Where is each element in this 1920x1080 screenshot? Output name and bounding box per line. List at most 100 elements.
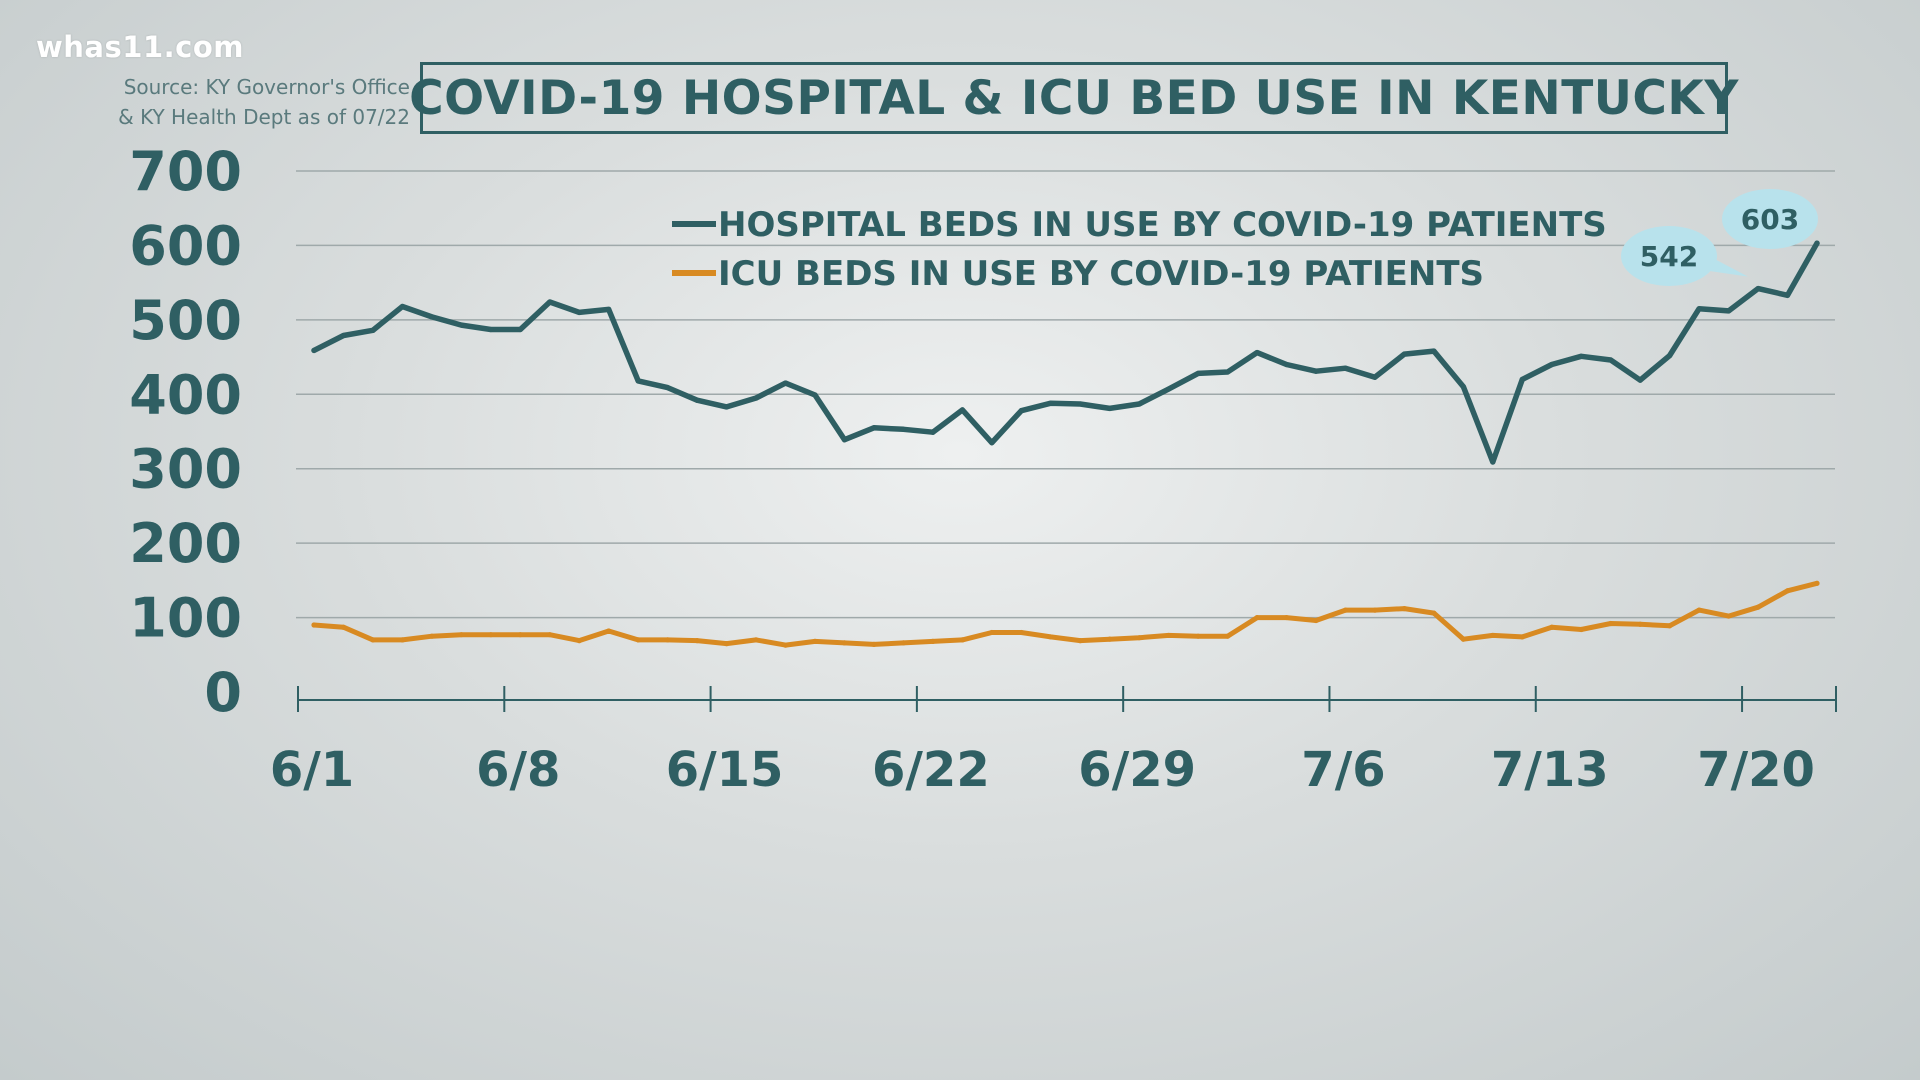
point-hospital-6-13 (665, 384, 671, 391)
point-hospital-6-17 (782, 380, 789, 386)
point-hospital-6-19 (841, 437, 848, 443)
point-hospital-7-3 (1254, 350, 1260, 356)
point-icu-6-16 (753, 637, 759, 643)
point-icu-7-3 (1254, 614, 1260, 621)
point-hospital-6-14 (694, 397, 700, 403)
point-hospital-6-30 (1166, 386, 1172, 392)
x-tick-6/15: 6/15 (666, 742, 784, 798)
point-icu-6-10 (576, 638, 582, 644)
point-icu-6-24 (989, 629, 995, 636)
source-note: Source: KY Governor's Office & KY Health… (100, 72, 410, 132)
series-lines (311, 240, 1820, 648)
point-icu-7-9 (1431, 610, 1437, 616)
point-icu-7-19 (1725, 613, 1732, 619)
point-hospital-7-8 (1401, 351, 1408, 357)
source-line-1: Source: KY Governor's Office (123, 75, 410, 99)
point-icu-7-8 (1401, 606, 1408, 612)
point-hospital-7-4 (1283, 361, 1290, 368)
point-icu-7-10 (1460, 636, 1466, 642)
point-hospital-6-20 (871, 425, 877, 431)
point-icu-6-19 (841, 640, 848, 646)
legend-label-hospital: HOSPITAL BEDS IN USE BY COVID-19 PATIENT… (718, 205, 1607, 245)
point-icu-6-1 (311, 622, 317, 628)
point-icu-7-12 (1519, 634, 1525, 640)
point-hospital-7-15 (1608, 357, 1614, 363)
x-tick-7/6: 7/6 (1301, 742, 1385, 798)
legend: HOSPITAL BEDS IN USE BY COVID-19 PATIENT… (672, 205, 1607, 294)
point-hospital-6-3 (370, 327, 376, 333)
point-hospital-7-19 (1725, 308, 1732, 314)
point-icu-7-5 (1313, 617, 1319, 624)
point-hospital-6-26 (1048, 400, 1054, 406)
y-tick-200: 200 (129, 512, 242, 575)
value-callouts: 542 603 (1621, 189, 1818, 286)
point-icu-7-21 (1784, 588, 1791, 594)
point-icu-6-20 (871, 641, 877, 647)
callout-label-542: 542 (1640, 240, 1698, 273)
x-tick-7/20: 7/20 (1697, 742, 1815, 798)
point-icu-6-11 (606, 628, 612, 634)
point-hospital-6-23 (959, 407, 965, 413)
point-hospital-6-7 (488, 326, 494, 333)
y-tick-700: 700 (129, 140, 242, 203)
point-icu-6-9 (547, 632, 553, 638)
point-hospital-7-17 (1667, 352, 1673, 359)
point-hospital-7-21 (1784, 292, 1791, 298)
source-line-2: & KY Health Dept as of 07/22 (118, 105, 410, 129)
point-icu-6-21 (900, 640, 907, 646)
point-hospital-6-4 (399, 303, 406, 310)
series-line-icu (311, 580, 1820, 648)
x-axis (297, 686, 1837, 712)
x-tick-6/8: 6/8 (476, 742, 560, 798)
point-icu-6-14 (694, 638, 700, 644)
callout-bubble-542 (1621, 226, 1717, 286)
point-icu-7-18 (1696, 607, 1702, 613)
point-hospital-6-25 (1018, 408, 1024, 414)
point-icu-6-25 (1018, 629, 1024, 636)
y-tick-0: 0 (204, 661, 242, 724)
point-hospital-6-22 (930, 429, 936, 435)
point-hospital-6-2 (340, 332, 347, 339)
point-hospital-6-8 (517, 326, 523, 333)
point-hospital-7-9 (1431, 348, 1437, 354)
point-hospital-6-11 (606, 306, 612, 313)
point-hospital-6-24 (989, 440, 995, 446)
x-tick-6/29: 6/29 (1078, 742, 1196, 798)
point-icu-6-27 (1077, 638, 1083, 644)
point-icu-6-28 (1107, 636, 1113, 642)
point-icu-6-18 (812, 638, 818, 644)
x-tick-6/22: 6/22 (872, 742, 990, 798)
point-hospital-6-10 (576, 309, 582, 316)
point-icu-6-2 (340, 624, 347, 630)
point-icu-7-1 (1195, 633, 1201, 639)
point-icu-6-8 (517, 632, 523, 638)
point-hospital-7-13 (1549, 361, 1555, 368)
point-icu-6-5 (429, 633, 435, 639)
point-hospital-7-16 (1637, 377, 1643, 383)
point-icu-7-15 (1608, 620, 1614, 627)
point-hospital-6-27 (1077, 401, 1083, 407)
point-hospital-7-6 (1342, 365, 1349, 371)
gridlines (296, 170, 1835, 619)
point-hospital-7-7 (1372, 374, 1378, 380)
callout-label-603: 603 (1741, 203, 1799, 236)
point-hospital-6-9 (547, 299, 553, 305)
point-icu-6-12 (635, 637, 641, 643)
y-tick-600: 600 (129, 214, 242, 277)
chart-title: COVID-19 HOSPITAL & ICU BED USE IN KENTU… (409, 70, 1739, 126)
point-icu-7-22 (1814, 580, 1820, 586)
point-icu-6-29 (1136, 635, 1142, 641)
legend-label-icu: ICU BEDS IN USE BY COVID-19 PATIENTS (718, 254, 1484, 294)
chart-title-box: COVID-19 HOSPITAL & ICU BED USE IN KENTU… (409, 62, 1738, 134)
point-hospital-7-1 (1195, 370, 1201, 377)
point-hospital-7-18 (1696, 306, 1702, 312)
point-hospital-7-20 (1755, 285, 1761, 292)
point-hospital-7-2 (1224, 369, 1231, 375)
y-tick-500: 500 (129, 289, 242, 352)
y-axis-ticks: 0 100 200 300 400 500 600 700 (129, 140, 242, 724)
point-hospital-6-28 (1107, 405, 1113, 412)
point-hospital-7-14 (1578, 353, 1584, 359)
y-tick-400: 400 (129, 363, 242, 426)
